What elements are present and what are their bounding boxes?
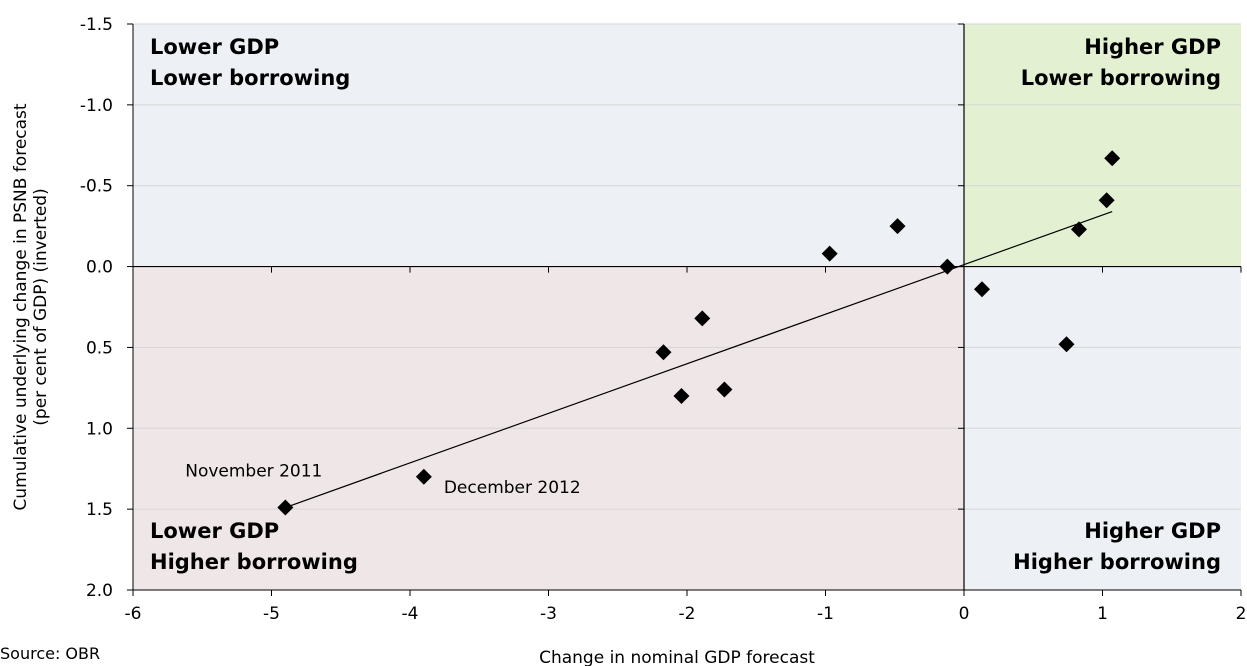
- trendline: [285, 211, 1113, 509]
- y-tick-label: 1.5: [86, 500, 113, 520]
- trendline-layer: [285, 211, 1113, 509]
- data-point: [415, 468, 432, 485]
- data-point: [939, 258, 956, 275]
- quadrant-label: Lower GDP: [150, 519, 279, 543]
- source-note: Source: OBR: [0, 644, 101, 663]
- data-point: [1104, 150, 1121, 167]
- y-axis-title-line: (per cent of GDP) (inverted): [31, 188, 51, 425]
- y-tick-label: -1.5: [80, 15, 113, 35]
- tick-labels: -1.5 -1.0 -0.5 0.0 0.5 1.0 1.5 2.0 -6 -5 -4 -3 -2 -1 0…: [80, 15, 1247, 624]
- quadrant-label: Lower borrowing: [150, 66, 350, 90]
- y-tick-label: 2.0: [86, 581, 113, 601]
- data-point: [277, 499, 294, 516]
- y-tick-label: 0.0: [86, 258, 113, 278]
- data-point: [974, 281, 991, 298]
- quadrant-backgrounds: [133, 24, 1241, 590]
- x-tick-label: -3: [540, 604, 557, 624]
- data-point: [889, 218, 906, 235]
- data-point: [1058, 336, 1075, 353]
- quadrant-label: Lower borrowing: [1021, 66, 1221, 90]
- data-point: [673, 387, 690, 404]
- data-point: [821, 245, 838, 262]
- y-tick-label: 0.5: [86, 338, 113, 358]
- quadrant-labels: Lower GDP Lower borrowing Higher GDP Lower …: [150, 35, 1221, 574]
- y-tick-label: -1.0: [80, 96, 113, 116]
- x-axis-title: Change in nominal GDP forecast: [539, 648, 815, 666]
- x-tick-label: -4: [402, 604, 419, 624]
- y-axis-title: Cumulative underlying change in PSNB for…: [11, 103, 51, 510]
- y-tick-label: 1.0: [86, 419, 113, 439]
- x-tick-label: -6: [125, 604, 142, 624]
- annotations: November 2011 December 2012: [185, 462, 580, 498]
- annotation-december-2012: December 2012: [444, 478, 581, 498]
- quadrant-label: Lower GDP: [150, 35, 279, 59]
- axes: [127, 23, 1242, 596]
- x-tick-label: -2: [679, 604, 696, 624]
- quadrant-label: Higher borrowing: [1013, 550, 1221, 574]
- y-tick-label: -0.5: [80, 177, 113, 197]
- quadrant-label: Higher borrowing: [150, 550, 358, 574]
- quadrant-label: Higher GDP: [1084, 519, 1221, 543]
- quadrant-higher-gdp-lower-borrowing: [964, 24, 1241, 267]
- data-point: [716, 381, 733, 398]
- x-tick-label: 0: [959, 604, 970, 624]
- quadrant-lower-gdp-lower-borrowing: [133, 24, 964, 267]
- data-point: [1098, 192, 1115, 209]
- quadrant-label: Higher GDP: [1084, 35, 1221, 59]
- data-point: [1070, 221, 1087, 238]
- data-point: [655, 344, 672, 361]
- data-points: [277, 150, 1121, 516]
- x-tick-label: 1: [1097, 604, 1108, 624]
- x-tick-label: -5: [263, 604, 280, 624]
- y-axis-title-line: Cumulative underlying change in PSNB for…: [11, 103, 31, 510]
- annotation-november-2011: November 2011: [185, 462, 322, 482]
- x-tick-label: -1: [817, 604, 834, 624]
- x-tick-label: 2: [1236, 604, 1247, 624]
- data-point: [694, 310, 711, 327]
